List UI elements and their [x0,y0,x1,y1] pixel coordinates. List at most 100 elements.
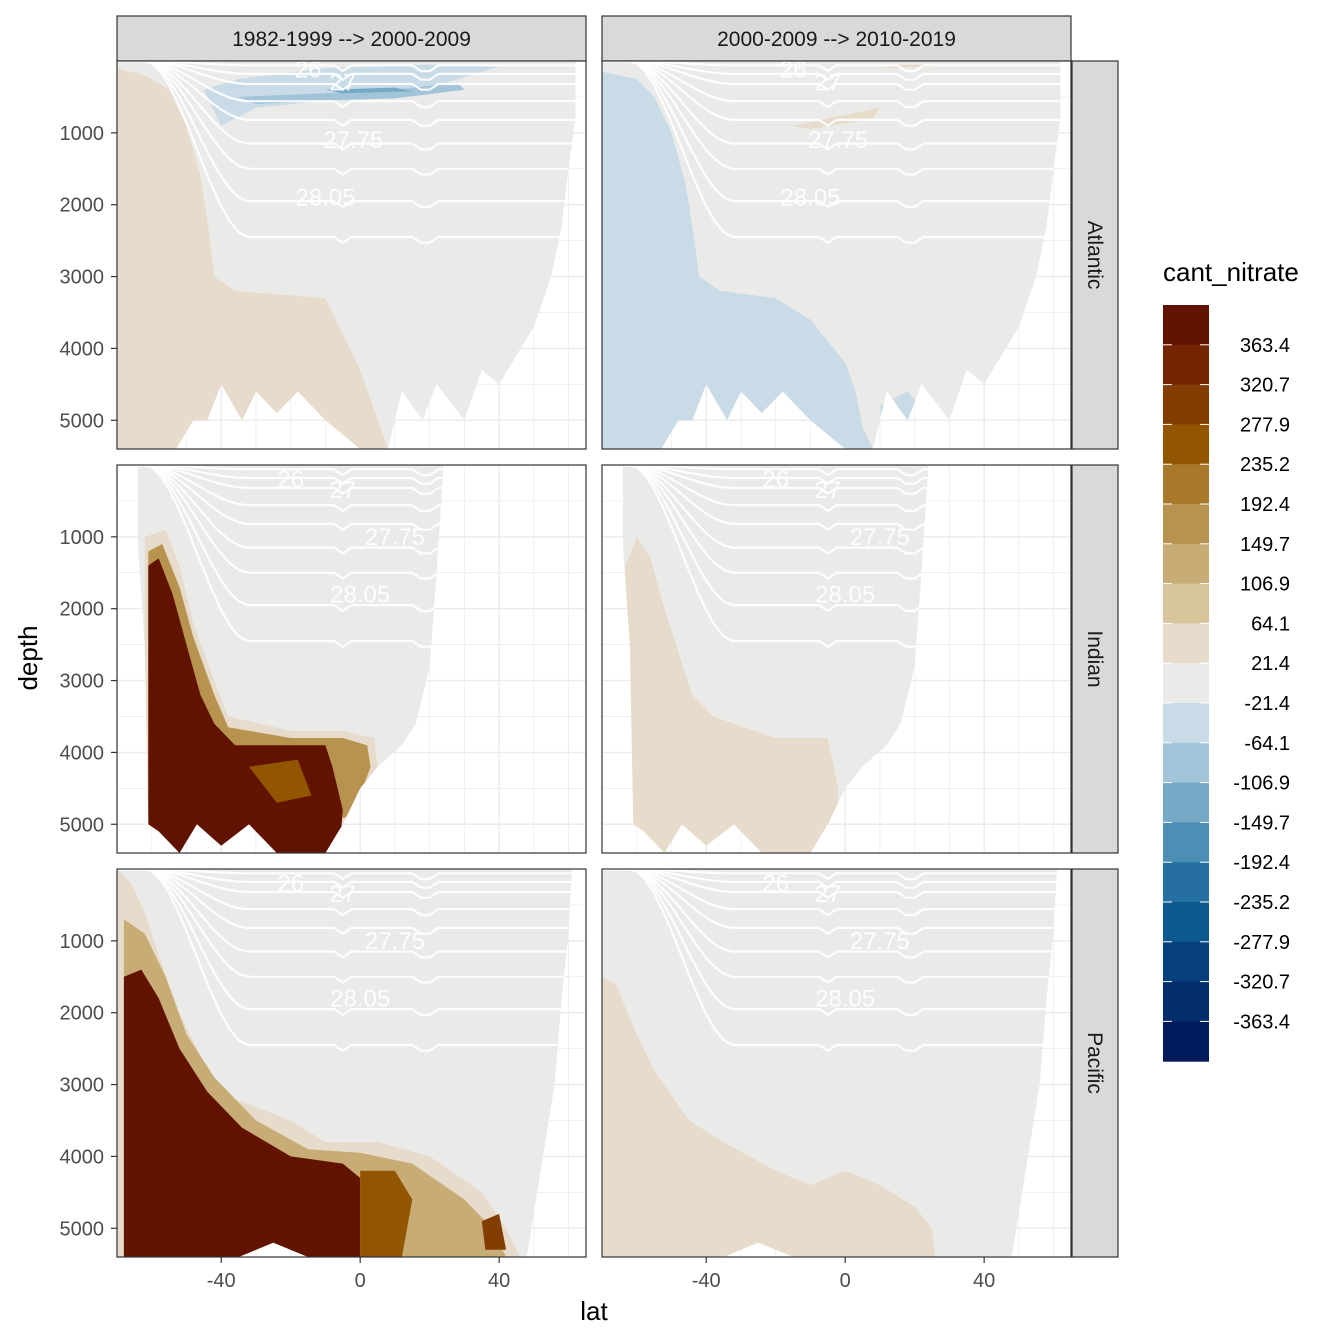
panel-field [137,465,444,853]
panel-field [622,465,929,853]
legend-swatch [1163,981,1209,1022]
x-tick-label: 0 [840,1270,851,1292]
isopycnal-8 [622,465,929,613]
isopycnal-label: 27 [329,70,356,97]
isopycnal-label: 26 [277,870,304,897]
x-tick-label: 0 [355,1270,366,1292]
isopycnal-7 [602,61,1061,176]
legend-swatch [1163,703,1209,744]
isopycnal-3 [602,869,1058,900]
isopycnal-9 [622,465,929,649]
legend-label: -192.4 [1233,852,1290,874]
legend: cant_nitrate 363.4 320.7 277.9 235.2 192.4 14… [1163,257,1299,1062]
isopycnal-2 [602,869,1058,890]
isopycnal-lines [602,869,1058,1053]
row-strip-indian: Indian [1071,464,1119,854]
legend-swatch [1163,902,1209,943]
isopycnal-6 [117,61,576,151]
legend-swatch [1163,941,1209,983]
field-anomaly-3 [123,969,361,1257]
isopycnal-9 [137,465,444,649]
row-strip-pacific: Pacific [1071,868,1119,1258]
y-tick-label: 2000 [60,599,105,621]
isopycnal-label: 27.75 [850,928,910,955]
isopycnal-label: 27 [814,881,841,908]
isopycnal-label: 28.05 [295,185,355,212]
isopycnal-label: 28.05 [330,985,390,1012]
isopycnal-label: 27 [814,477,841,504]
isopycnal-1 [602,869,1058,881]
isopycnal-7 [137,465,444,580]
legend-title: cant_nitrate [1163,257,1299,287]
field-anomaly-3 [238,82,465,105]
isopycnal-3 [117,869,573,900]
isopycnal-1 [602,61,1061,73]
legend-labels: 363.4 320.7 277.9 235.2 192.4 149.7 106.9 64.1 2… [1233,335,1290,1034]
field-anomaly-4 [360,1170,413,1257]
y-tick-label: 1000 [60,527,105,549]
panel-pacific-2: 26 27 27.75 28.05 [601,868,1072,1258]
row-strip-atlantic-label: Atlantic [1083,221,1106,290]
y-tick-label: 4000 [60,338,105,360]
isopycnal-4 [117,61,576,109]
legend-label: 363.4 [1240,335,1290,357]
y-tick-label: 2000 [60,195,105,217]
legend-colorbar [1163,305,1209,1062]
y-tick-label: 4000 [60,1146,105,1168]
isopycnal-5 [117,869,573,936]
isopycnal-5 [117,61,576,128]
isopycnal-2 [137,465,444,486]
y-tick-label: 4000 [60,742,105,764]
isopycnal-label: 26 [762,870,789,897]
legend-label: -21.4 [1244,693,1290,715]
isopycnal-9 [117,869,573,1053]
isopycnal-2 [602,61,1061,82]
x-axis-ticks: -40 0 40 -40 0 40 [207,1257,995,1292]
field-anomaly-3 [793,107,880,130]
x-tick-label: 40 [973,1270,995,1292]
legend-label: 64.1 [1251,613,1290,635]
legend-label: 235.2 [1240,454,1290,476]
isopycnal-label: 27.75 [323,127,383,154]
legend-swatch [1163,1021,1209,1062]
isopycnal-label: 27.75 [850,524,910,551]
field-anomaly-5 [481,1213,507,1250]
panel-field [117,61,576,449]
isopycnal-1 [622,465,929,477]
legend-swatch [1163,543,1209,585]
legend-swatch [1163,504,1209,545]
legend-swatch [1163,822,1209,863]
y-tick-label: 3000 [60,267,105,289]
isopycnal-4 [117,869,573,917]
panel-field [602,869,1058,1257]
isopycnal-6 [602,61,1061,151]
isopycnal-7 [622,465,929,580]
legend-label: 21.4 [1251,653,1290,675]
isopycnal-4 [622,465,929,513]
column-strip-1-label: 1982-1999 --> 2000-2009 [232,28,471,51]
isopycnal-label: 27 [329,477,356,504]
isopycnal-8 [602,869,1058,1017]
isopycnal-5 [602,869,1058,936]
legend-swatch [1163,623,1209,664]
column-strip-2: 2000-2009 --> 2010-2019 [601,15,1072,62]
y-tick-label: 3000 [60,1075,105,1097]
legend-label: -235.2 [1233,892,1290,914]
isopycnal-1 [117,61,576,73]
panel-field [602,61,1061,449]
isopycnal-2 [622,465,929,486]
y-axis-ticks: 1000 2000 3000 4000 5000 1000 2000 3000 4000 5000… [60,123,117,1240]
isopycnal-label: 28.05 [815,581,875,608]
panel-field [117,869,573,1257]
row-strip-pacific-label: Pacific [1083,1032,1106,1094]
field-anomaly-1 [622,536,839,853]
isopycnal-9 [602,869,1058,1053]
legend-label: 277.9 [1240,414,1290,436]
y-tick-label: 1000 [60,931,105,953]
panel-indian-1: 26 27 27.75 28.05 [116,464,587,854]
legend-swatch [1163,464,1209,505]
isopycnal-label: 27.75 [808,127,868,154]
legend-swatch [1163,782,1209,823]
isopycnal-7 [117,61,576,176]
isopycnal-8 [117,869,573,1017]
